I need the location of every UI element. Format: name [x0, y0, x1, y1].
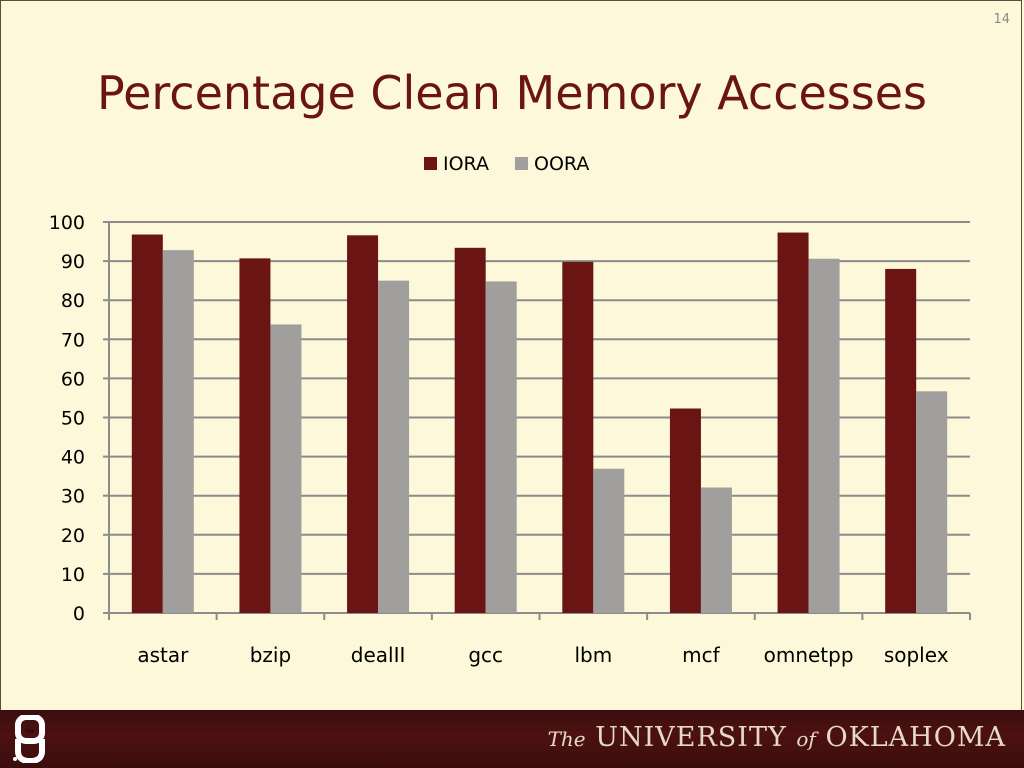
y-tick-label: 70 — [61, 329, 85, 351]
y-tick-label: 20 — [61, 525, 85, 547]
wordmark-of: of — [796, 727, 816, 751]
x-tick-label: gcc — [468, 643, 503, 667]
bar-oora-mcf — [700, 487, 732, 613]
bar-iora-dealii — [347, 235, 379, 613]
y-tick-label: 50 — [61, 408, 85, 430]
bar-iora-omnetpp — [777, 232, 809, 613]
bar-iora-astar — [131, 234, 163, 613]
y-tick-label: 80 — [61, 290, 85, 312]
bar-oora-astar — [162, 250, 194, 613]
x-tick-label: lbm — [574, 643, 612, 667]
bar-iora-bzip — [239, 258, 271, 613]
wordmark-state: OKLAHOMA — [825, 722, 1006, 753]
slide-number: 14 — [993, 12, 1010, 27]
y-tick-label: 30 — [61, 486, 85, 508]
slide-title: Percentage Clean Memory Accesses — [97, 66, 927, 120]
x-tick-label: mcf — [682, 643, 720, 667]
bar-oora-gcc — [485, 281, 517, 613]
wordmark-the: The — [547, 727, 586, 751]
legend-swatch-iora — [424, 157, 437, 170]
x-tick-label: bzip — [250, 643, 291, 667]
legend-label-oora: OORA — [534, 153, 589, 175]
ou-logo-icon — [13, 715, 45, 763]
bar-iora-mcf — [669, 408, 701, 613]
legend-swatch-oora — [515, 157, 528, 170]
bar-iora-gcc — [454, 247, 486, 613]
x-tick-label: dealII — [351, 643, 406, 667]
bar-oora-bzip — [270, 324, 302, 613]
bar-chart: 0 10 20 30 40 50 60 70 80 90 100 astar bzip dealII gcc… — [49, 153, 971, 667]
bar-oora-soplex — [916, 391, 948, 613]
wordmark-university: UNIVERSITY — [595, 722, 787, 753]
y-tick-label: 90 — [61, 251, 85, 273]
y-tick-label: 0 — [73, 603, 85, 625]
bar-oora-lbm — [593, 468, 625, 613]
y-tick-label: 10 — [61, 564, 85, 586]
footer-bar: The UNIVERSITY of OKLAHOMA — [0, 710, 1024, 768]
bar-oora-dealii — [378, 280, 410, 613]
x-tick-label: soplex — [884, 643, 949, 667]
bar-iora-soplex — [885, 268, 917, 613]
y-tick-label: 60 — [61, 368, 85, 390]
bar-iora-lbm — [562, 261, 594, 613]
university-wordmark: The UNIVERSITY of OKLAHOMA — [548, 722, 1006, 753]
legend-label-iora: IORA — [443, 153, 489, 175]
x-tick-label: omnetpp — [764, 643, 854, 667]
bar-oora-omnetpp — [808, 258, 840, 613]
y-tick-label: 100 — [49, 212, 85, 234]
y-tick-label: 40 — [61, 447, 85, 469]
x-tick-label: astar — [137, 643, 189, 667]
